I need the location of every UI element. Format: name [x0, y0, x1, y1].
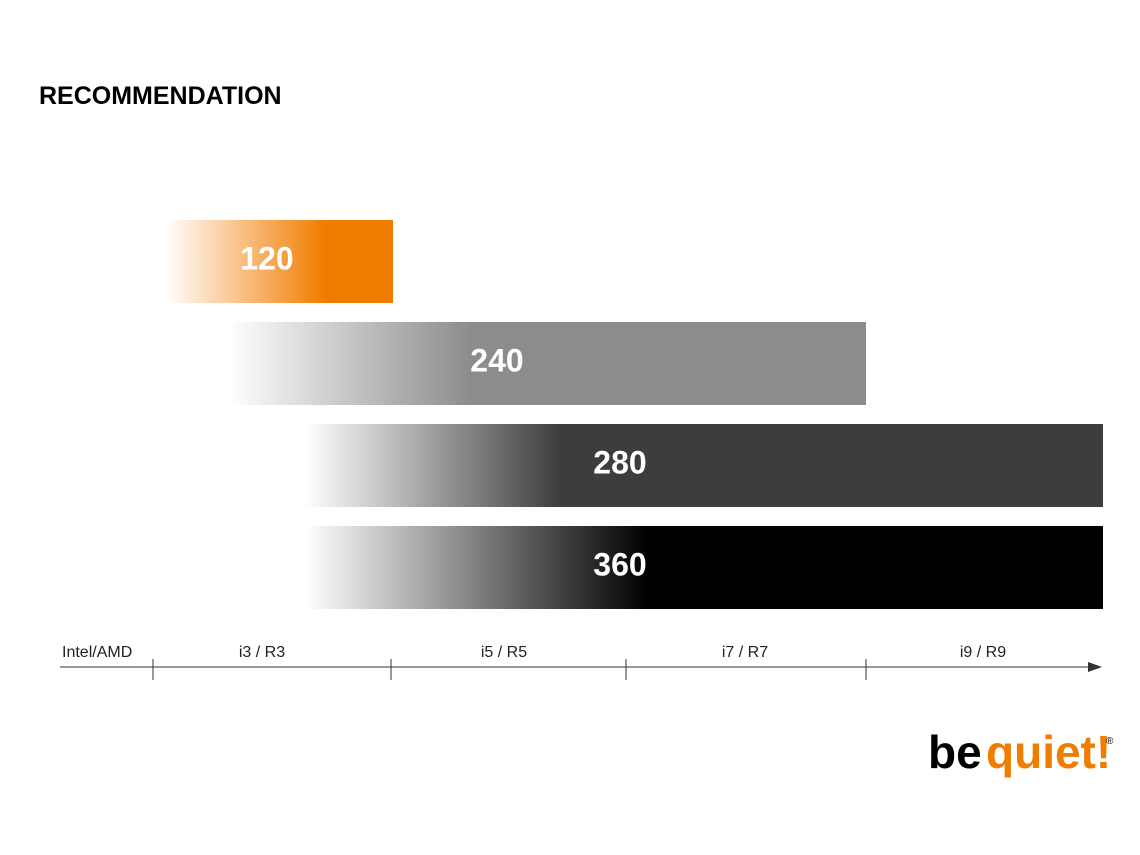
- logo-quiet: quiet!: [986, 726, 1111, 778]
- bar: [165, 220, 393, 303]
- axis-ticks: [152, 659, 867, 680]
- tier-label: i7 / R7: [722, 644, 768, 661]
- tier-label: i9 / R9: [960, 644, 1006, 661]
- tier-label: i3 / R3: [239, 644, 285, 661]
- bar-label: 240: [470, 342, 523, 378]
- bar-label: 360: [593, 546, 646, 582]
- tier-label: i5 / R5: [481, 644, 527, 661]
- bar-label: 120: [240, 240, 293, 276]
- logo-mark: ®: [1106, 736, 1114, 747]
- bar: [228, 322, 866, 405]
- title: RECOMMENDATION: [39, 82, 282, 110]
- bar: [305, 526, 1103, 609]
- logo-be: be: [928, 726, 982, 778]
- bar: [305, 424, 1103, 507]
- axis-label: Intel/AMD: [62, 644, 132, 661]
- axis-arrow: [1088, 662, 1102, 672]
- bar-label: 280: [593, 444, 646, 480]
